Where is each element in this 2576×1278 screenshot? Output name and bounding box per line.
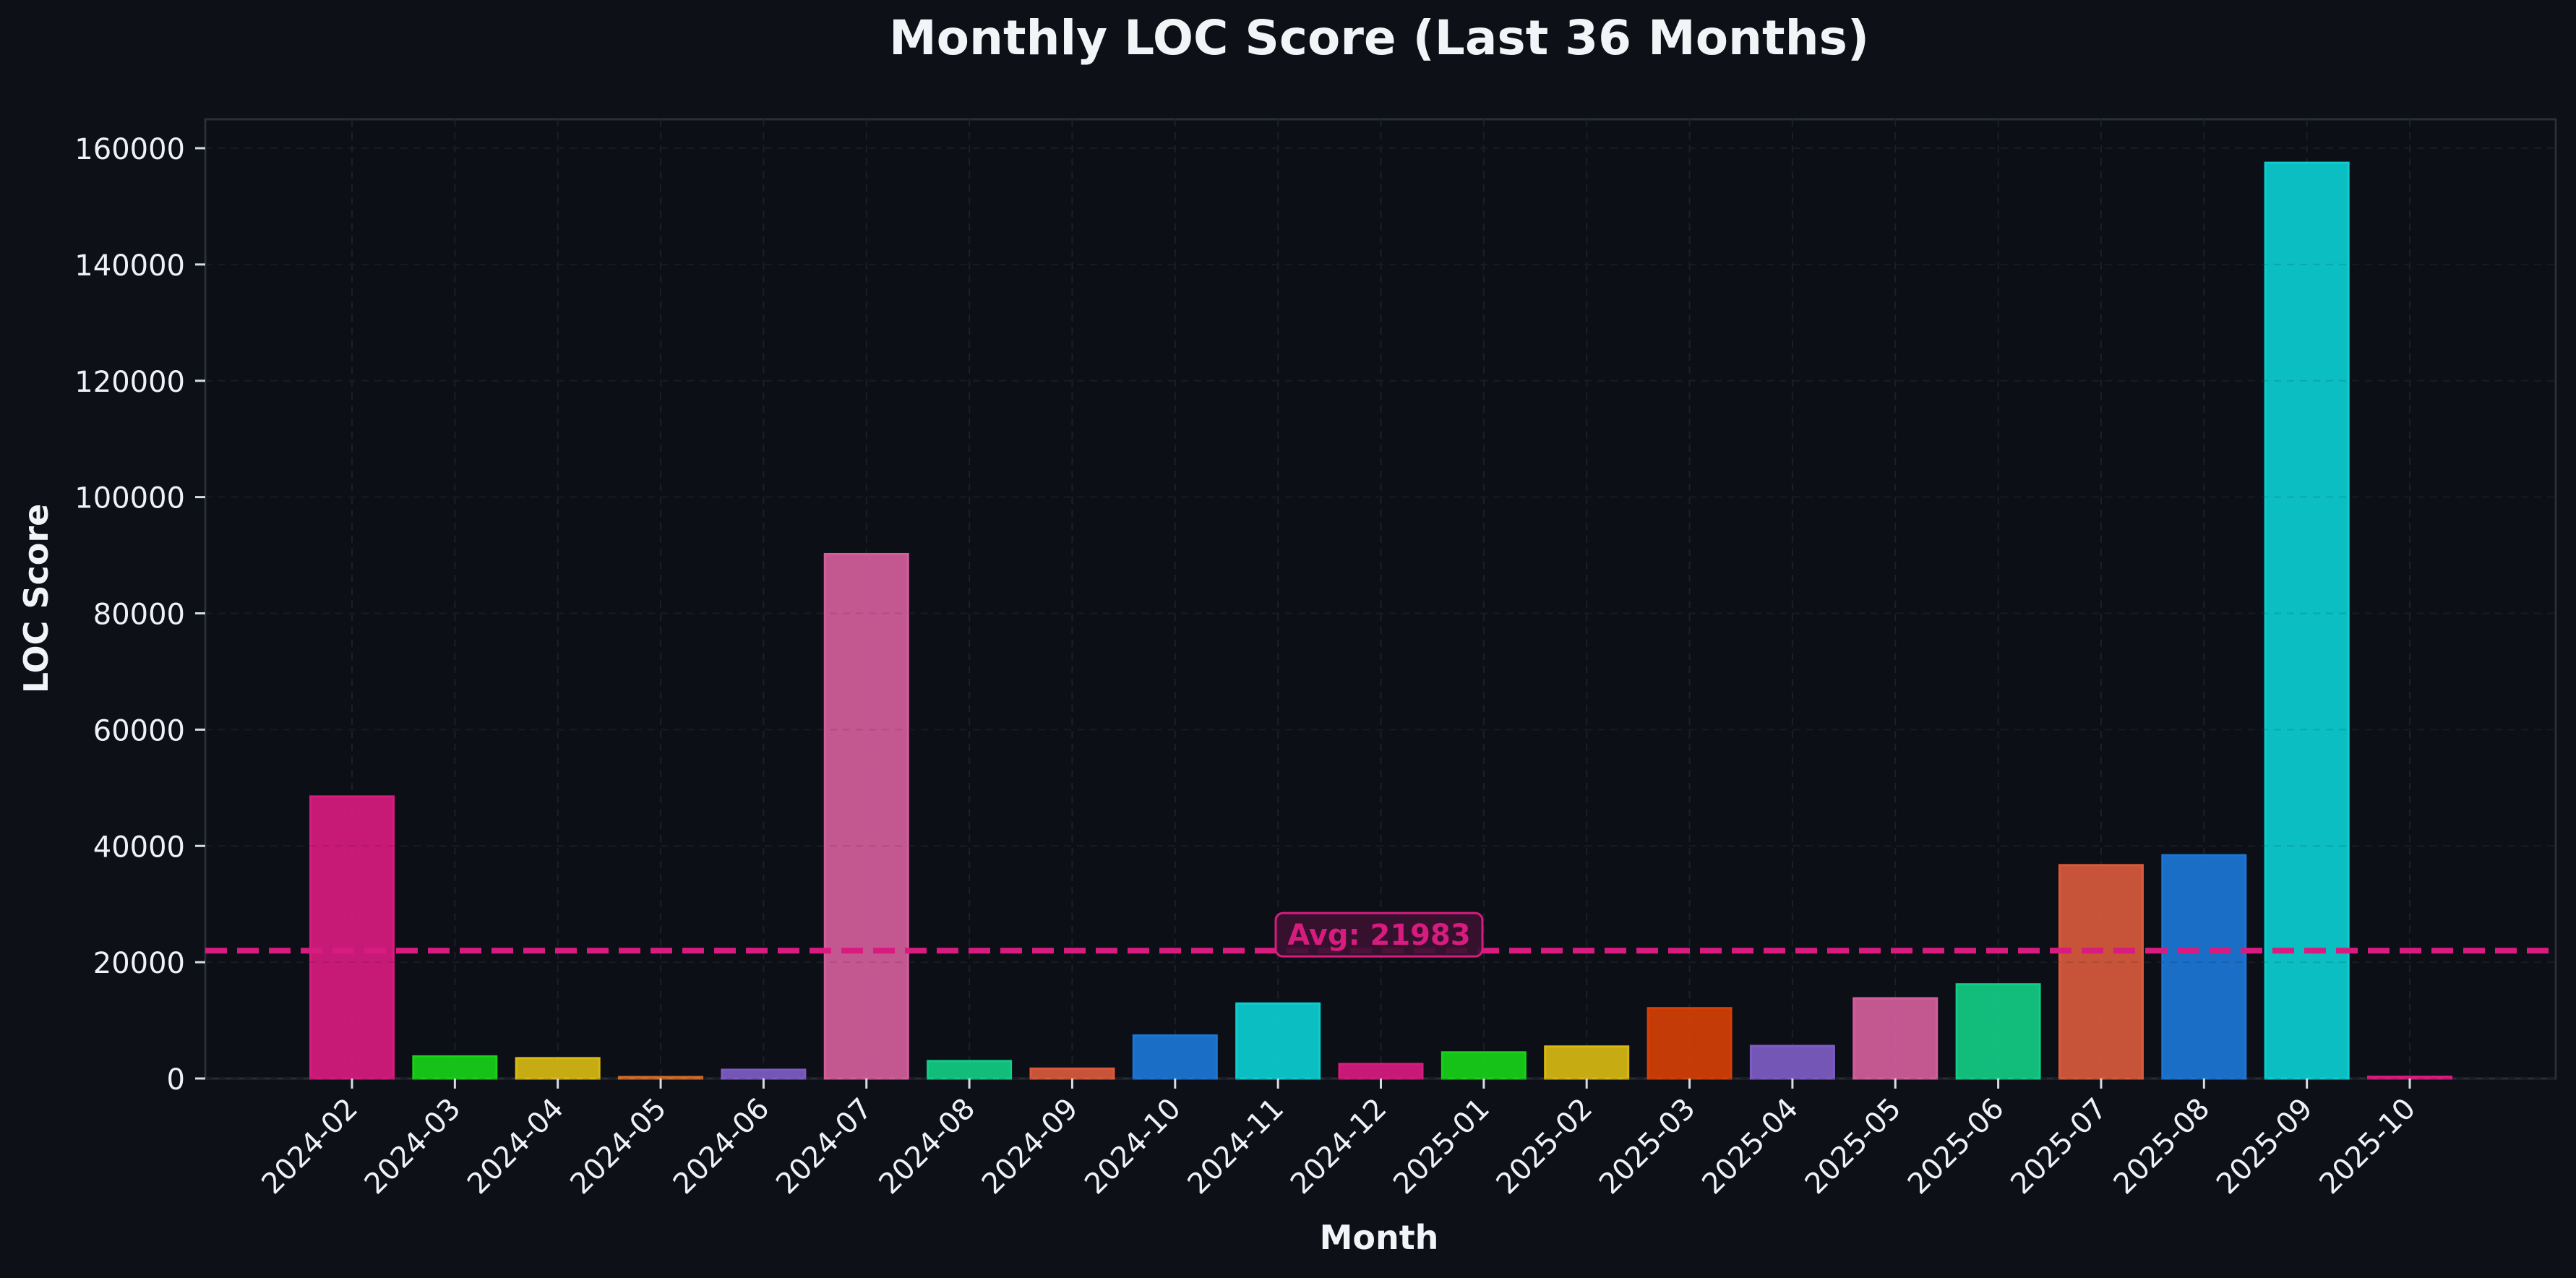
bar-2024-09	[1029, 1067, 1115, 1080]
bar-2024-04	[515, 1057, 601, 1080]
average-label-box	[1274, 912, 1484, 958]
y-tick-label: 140000	[74, 249, 185, 283]
bar-2024-11	[1235, 1002, 1321, 1080]
average-line-group: Avg: 21983	[205, 912, 2556, 958]
bar-2025-03	[1647, 1007, 1733, 1080]
y-tick-label: 20000	[93, 947, 185, 980]
x-axis-label: Month	[1320, 1218, 1439, 1257]
bar-2025-01	[1441, 1051, 1527, 1080]
y-axis-label: LOC Score	[17, 504, 56, 693]
y-tick-label: 60000	[93, 714, 185, 747]
y-tick-label: 100000	[74, 482, 185, 515]
y-tick-label: 160000	[74, 133, 185, 166]
y-tick-label: 40000	[93, 831, 185, 864]
bar-2024-10	[1132, 1034, 1218, 1080]
bar-2024-07	[823, 552, 909, 1080]
y-tick-label: 120000	[74, 366, 185, 399]
y-axis: 0 20000 40000 60000 80000 100000 120000 140000 1…	[74, 133, 205, 1097]
bar-2025-05	[1852, 997, 1939, 1080]
bar-2025-02	[1544, 1045, 1630, 1080]
bar-2024-12	[1338, 1063, 1424, 1080]
bar-2025-09	[2264, 161, 2350, 1080]
bar-2025-06	[1955, 983, 2041, 1080]
bar-2024-02	[309, 795, 395, 1080]
bar-2025-07	[2058, 864, 2144, 1080]
bar-2025-08	[2161, 854, 2247, 1080]
chart-title: Monthly LOC Score (Last 36 Months)	[889, 10, 1869, 66]
bars	[205, 147, 2556, 1080]
y-tick-label: 80000	[93, 599, 185, 632]
bar-2024-08	[927, 1060, 1013, 1080]
bar-2024-06	[721, 1068, 807, 1080]
average-label: Avg: 21983	[1287, 919, 1470, 952]
y-tick-label: 0	[167, 1063, 185, 1097]
bar-2025-04	[1749, 1045, 1835, 1080]
bar-2024-03	[412, 1055, 498, 1080]
